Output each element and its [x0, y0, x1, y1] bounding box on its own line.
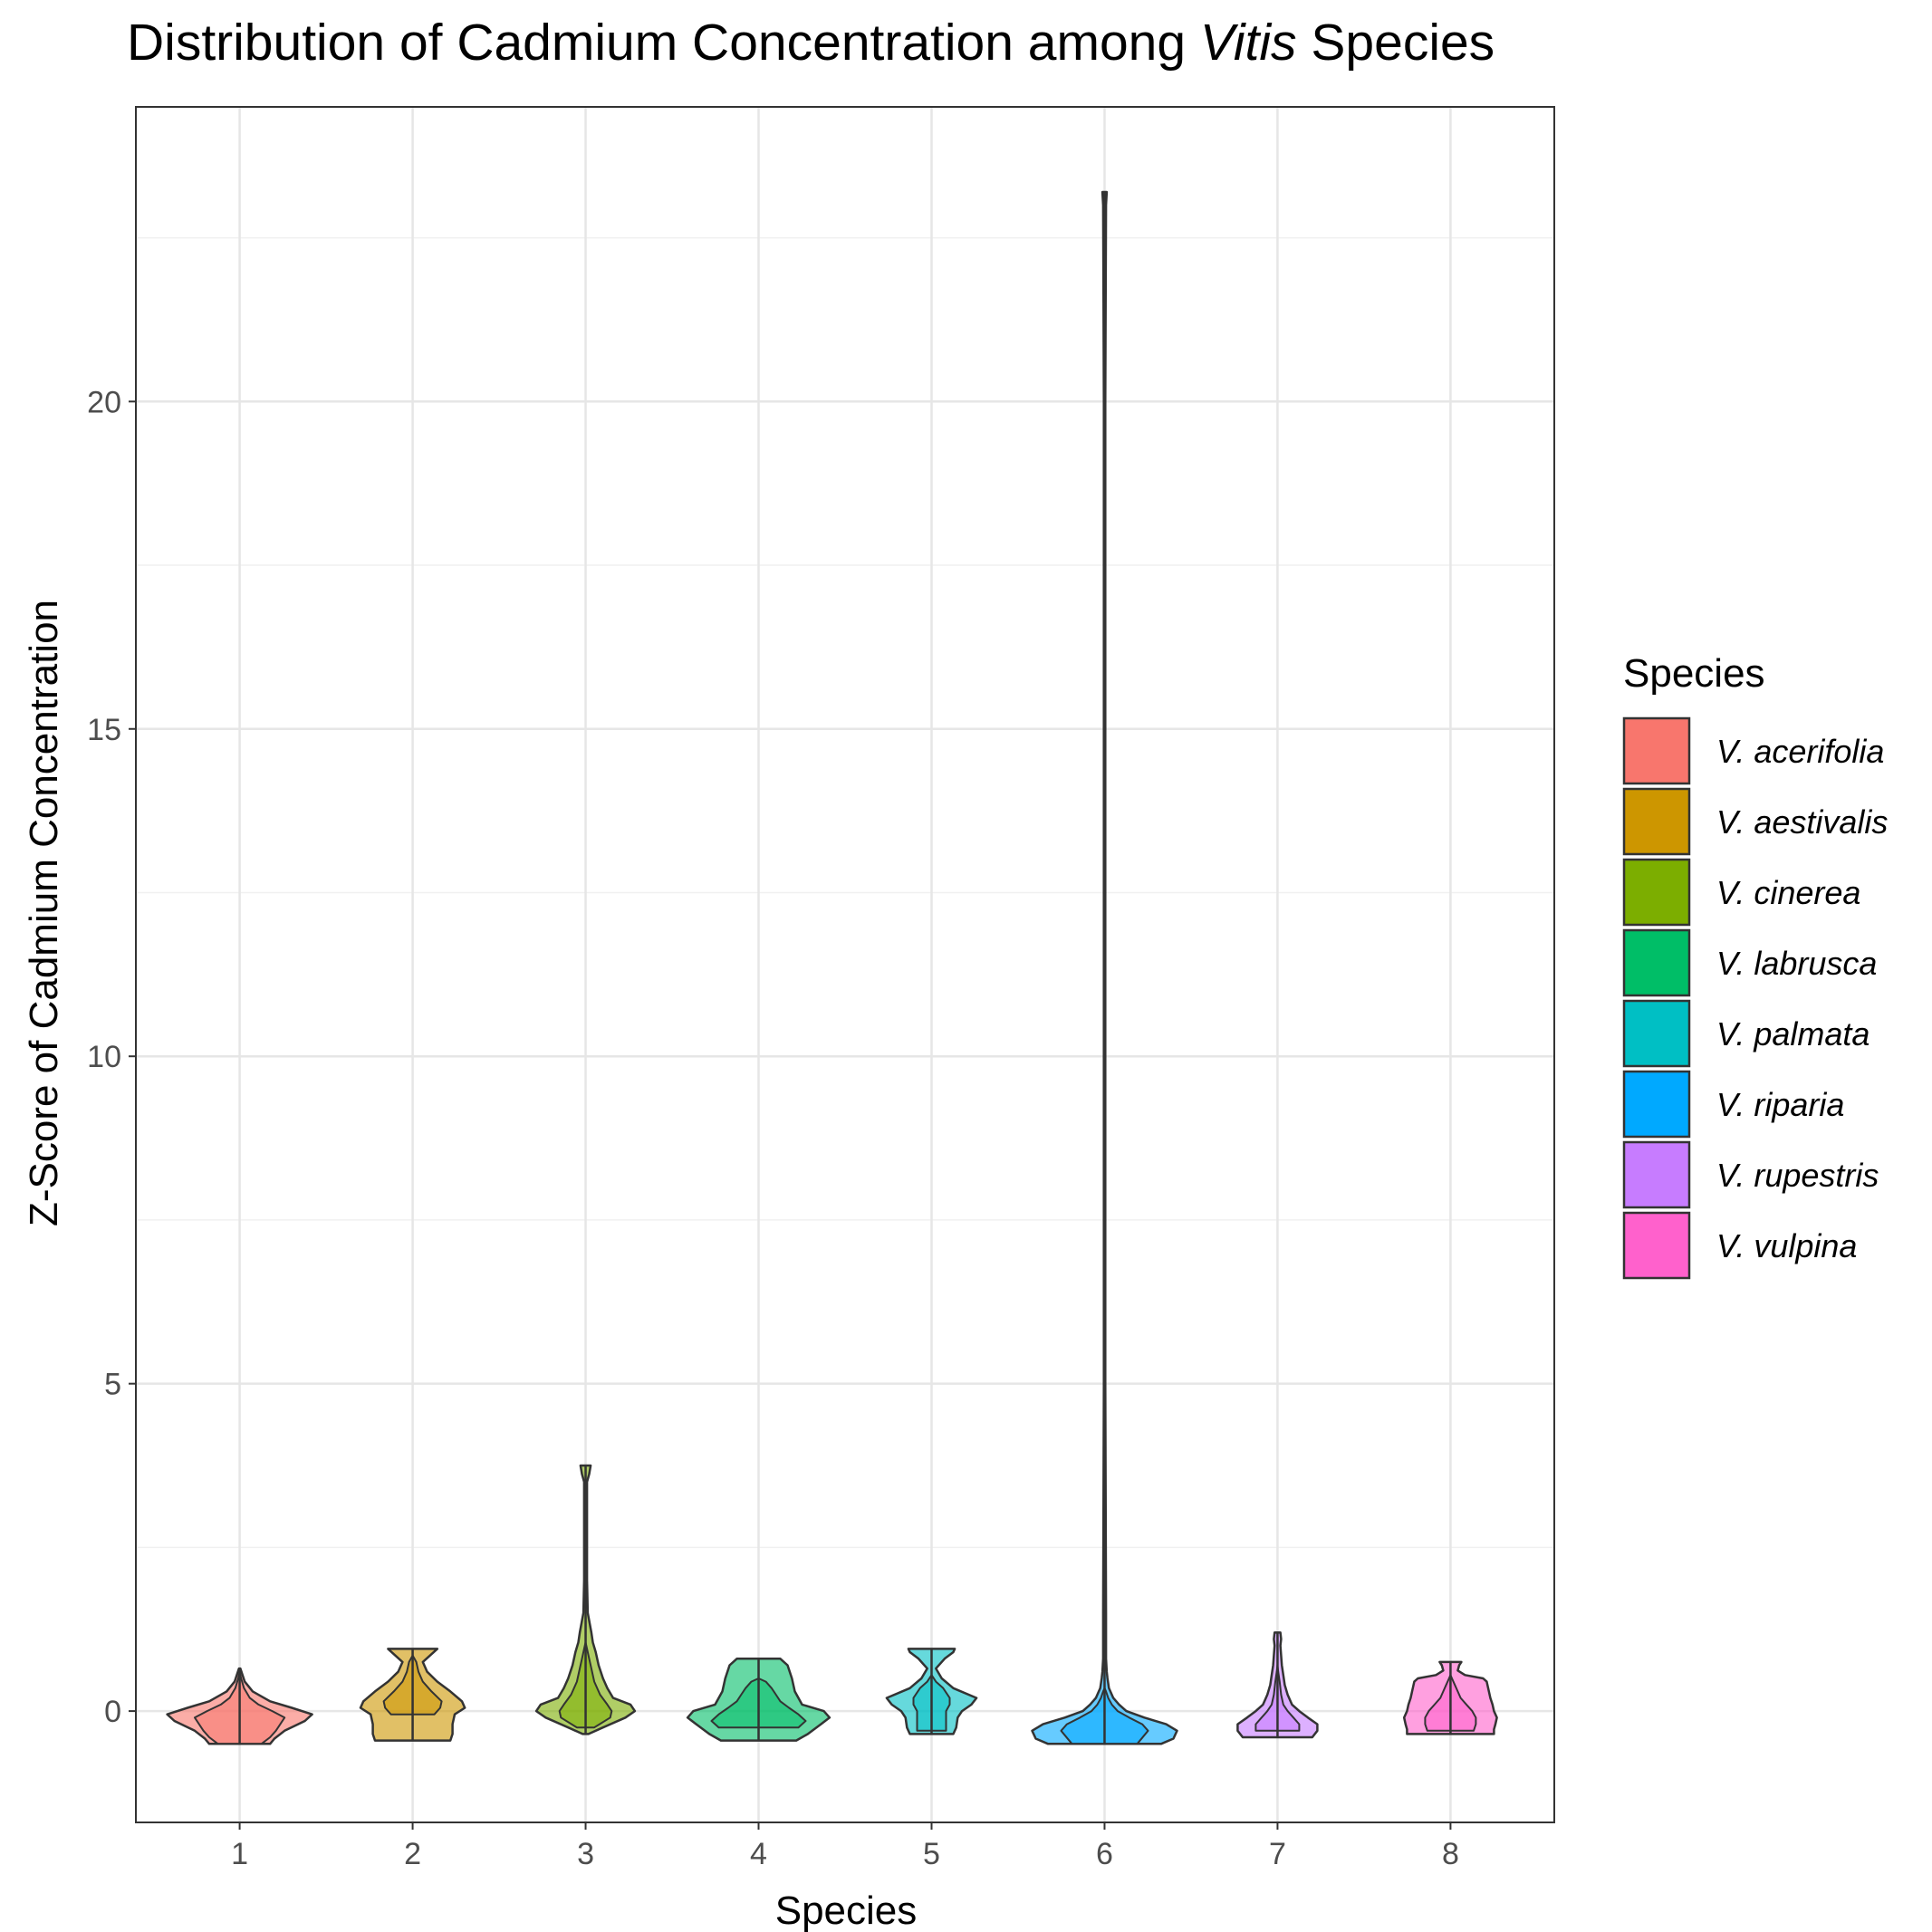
- legend-key: [1622, 928, 1691, 997]
- x-tick-label: 6: [1096, 1837, 1113, 1871]
- x-tick-label: 4: [750, 1837, 767, 1871]
- violin-v-vulpina: [1402, 1660, 1498, 1735]
- violin-v-palmata: [885, 1648, 978, 1735]
- legend-key: [1622, 1140, 1691, 1209]
- legend-label: V. cinerea: [1716, 874, 1860, 911]
- x-tick-label: 1: [231, 1837, 248, 1871]
- x-tick-label: 2: [404, 1837, 421, 1871]
- legend-label: V. labrusca: [1716, 945, 1877, 982]
- legend-label: V. rupestris: [1716, 1157, 1879, 1194]
- legend-key: [1622, 1211, 1691, 1280]
- legend-key: [1622, 787, 1691, 856]
- plot-border: [135, 106, 1555, 1823]
- x-tick-label: 3: [577, 1837, 594, 1871]
- legend-label: V. aestivalis: [1716, 803, 1888, 841]
- y-tick-label: 0: [104, 1695, 121, 1729]
- violin-v-riparia: [1031, 190, 1178, 1745]
- violin-v-rupestris: [1236, 1631, 1319, 1739]
- y-tick-label: 5: [104, 1368, 121, 1402]
- grid-lines: [136, 107, 1554, 1822]
- legend-key: [1622, 999, 1691, 1068]
- y-tick-label: 15: [87, 713, 121, 747]
- axes: 0 5 10 15 20 1 2 3 4 5 6 7 8: [87, 385, 1459, 1871]
- plot-panel: [136, 107, 1554, 1822]
- legend-label: V. vulpina: [1716, 1227, 1857, 1264]
- legend-label: V. palmata: [1716, 1015, 1870, 1053]
- chart-title-prefix: Distribution of Cadmium Concentration am…: [127, 14, 1200, 72]
- y-axis-title: Z-Score of Cadmium Concentration: [22, 600, 66, 1226]
- x-tick-label: 5: [923, 1837, 940, 1871]
- chart-title-italic: Vitis: [1200, 14, 1297, 72]
- chart-title-suffix: Species: [1297, 14, 1495, 72]
- y-tick-label: 20: [87, 385, 121, 419]
- legend-label: V. acerifolia: [1716, 733, 1884, 770]
- violin-v-labrusca: [686, 1658, 831, 1742]
- y-tick-label: 10: [87, 1040, 121, 1074]
- chart-title: Distribution of Cadmium Concentration am…: [127, 14, 1495, 72]
- legend-key: [1622, 716, 1691, 785]
- legend-title: Species: [1623, 651, 1765, 696]
- x-axis-title: Species: [775, 1889, 918, 1932]
- violin-v-aestivalis: [359, 1648, 466, 1742]
- legend: V. acerifolia V. aestivalis V. cinerea V. l…: [1622, 716, 1888, 1280]
- legend-label: V. riparia: [1716, 1086, 1844, 1123]
- violin-v-cinerea: [534, 1464, 637, 1735]
- legend-key: [1622, 1070, 1691, 1139]
- violins: [166, 190, 1498, 1745]
- x-tick-label: 8: [1442, 1837, 1459, 1871]
- legend-key: [1622, 858, 1691, 927]
- x-tick-label: 7: [1269, 1837, 1286, 1871]
- violin-v-acerifolia: [166, 1667, 313, 1745]
